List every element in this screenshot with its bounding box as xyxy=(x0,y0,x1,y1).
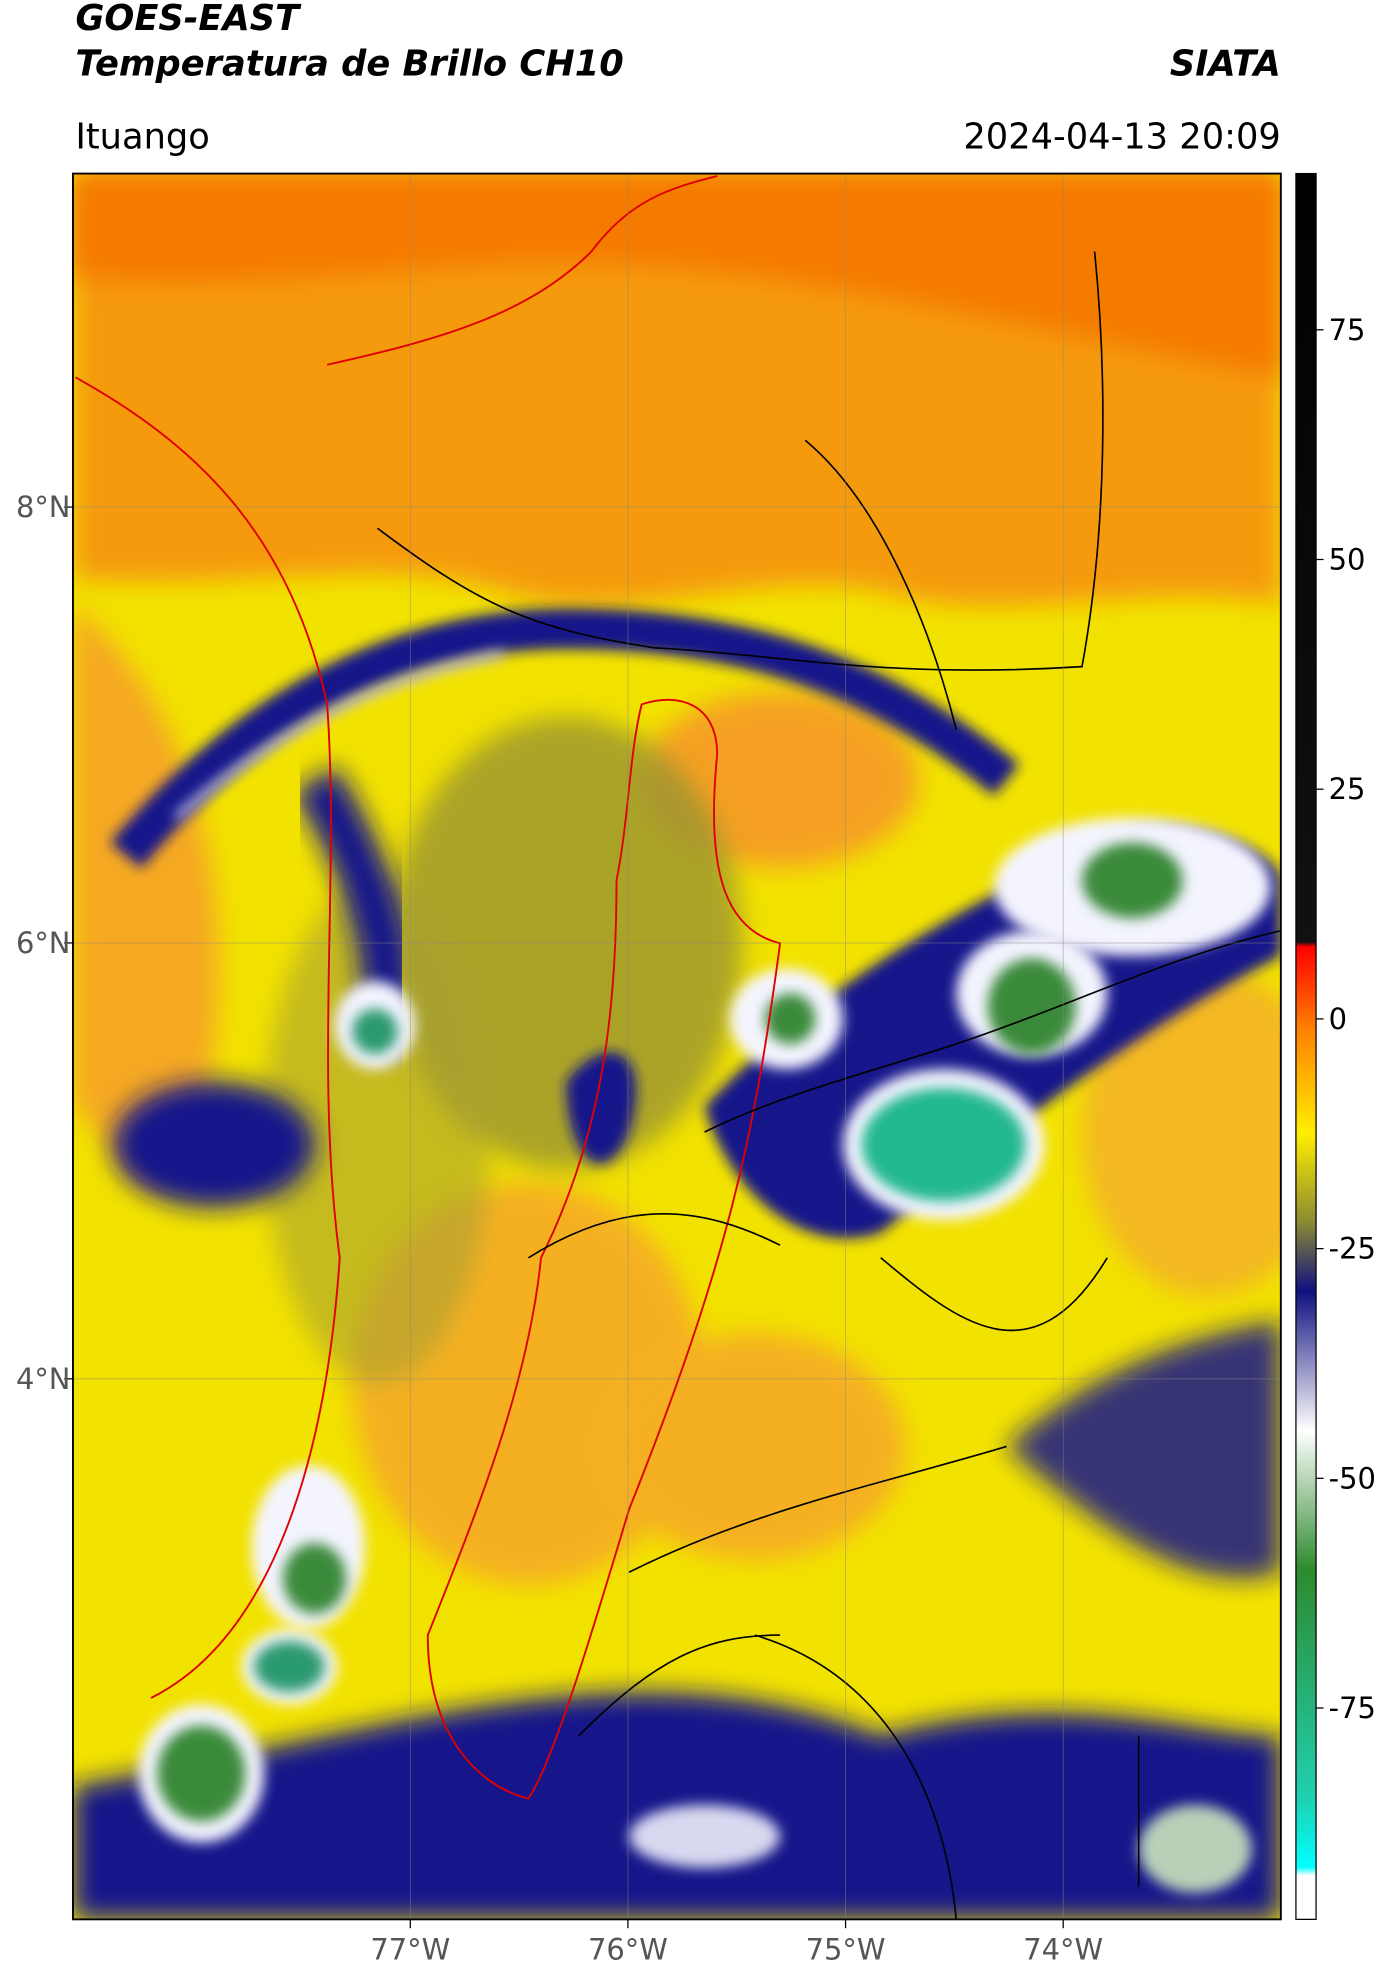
lon-tick-label: 77°W xyxy=(370,1933,450,1967)
colorbar-tick-label: 50 xyxy=(1329,543,1366,577)
lon-tick-label: 76°W xyxy=(588,1933,668,1967)
colorbar-tick-label: -75 xyxy=(1329,1691,1376,1725)
colorbar-tick-label: 0 xyxy=(1329,1002,1347,1036)
lat-tick-label: 4°N xyxy=(16,1362,71,1396)
title: GOES-EAST xyxy=(75,0,302,39)
colorbar-tick-label: 75 xyxy=(1329,313,1366,347)
lat-tick-label: 8°N xyxy=(16,490,71,524)
colorbar-tick-label: -50 xyxy=(1329,1461,1376,1495)
lon-tick-label: 75°W xyxy=(806,1933,886,1967)
grid xyxy=(72,173,1281,1920)
source: SIATA xyxy=(1170,43,1281,84)
subtitle: Temperatura de Brillo CH10 xyxy=(75,43,623,84)
datetime: 2024-04-13 20:09 xyxy=(963,116,1280,157)
colorbar-tick-label: 25 xyxy=(1329,772,1366,806)
map-frame xyxy=(72,172,1282,1921)
satellite-image xyxy=(72,173,1281,1920)
colorbar xyxy=(1295,172,1317,1920)
lat-tick-label: 6°N xyxy=(16,926,71,960)
lon-tick-label: 74°W xyxy=(1023,1933,1103,1967)
colorbar-tick-label: -25 xyxy=(1329,1232,1376,1266)
location: Ituango xyxy=(75,116,209,157)
